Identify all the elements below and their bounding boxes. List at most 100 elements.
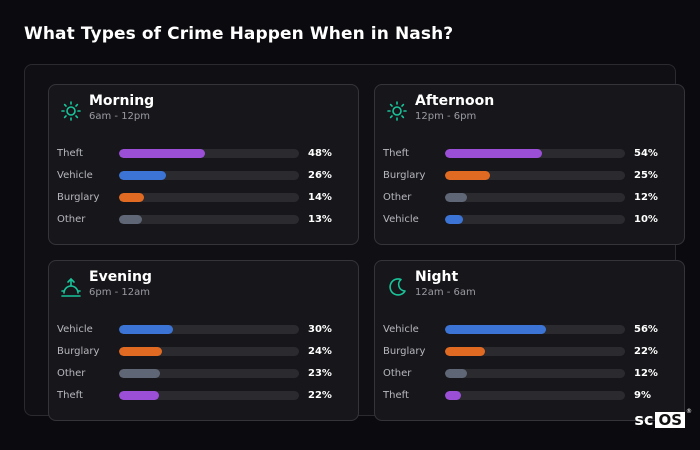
bar-track — [119, 171, 299, 180]
bar-track — [119, 149, 299, 158]
bar-fill — [445, 391, 462, 400]
bar-track — [445, 215, 625, 224]
bar-fill — [119, 369, 161, 378]
crime-percent: 10% — [634, 214, 658, 225]
crime-type-label: Burglary — [57, 192, 100, 203]
card-header: Night 12am - 6am — [375, 261, 684, 321]
crime-percent: 22% — [634, 346, 658, 357]
bar-fill — [445, 149, 543, 158]
bar-fill — [119, 149, 206, 158]
bar-fill — [445, 171, 490, 180]
bar-fill — [119, 325, 173, 334]
crime-type-label: Other — [383, 368, 412, 379]
card-time-range: 6pm - 12am — [89, 287, 151, 298]
crime-type-label: Vehicle — [383, 324, 419, 335]
card-time-range: 6am - 12pm — [89, 111, 151, 122]
crime-row: Burglary 24% — [49, 345, 358, 367]
crime-row: Vehicle 56% — [375, 323, 684, 345]
bar-fill — [119, 171, 166, 180]
bar-track — [445, 193, 625, 202]
bar-fill — [445, 215, 463, 224]
bar-fill — [119, 391, 159, 400]
card-title: Afternoon — [415, 93, 495, 109]
crime-row: Vehicle 26% — [49, 169, 358, 191]
crime-type-label: Vehicle — [57, 324, 93, 335]
crime-percent: 9% — [634, 390, 651, 401]
crime-percent: 13% — [308, 214, 332, 225]
crime-type-label: Theft — [383, 390, 409, 401]
crime-row: Burglary 14% — [49, 191, 358, 213]
crime-percent: 48% — [308, 148, 332, 159]
card-header: Afternoon 12pm - 6pm — [375, 85, 684, 145]
bar-track — [119, 325, 299, 334]
bar-track — [119, 391, 299, 400]
logo-mark-os: OS — [655, 412, 685, 428]
crime-type-label: Theft — [57, 390, 83, 401]
bar-track — [445, 347, 625, 356]
crime-bar-list: Vehicle 30% Burglary 24% Other 23% Theft 22% — [49, 323, 358, 411]
crime-type-label: Other — [383, 192, 412, 203]
sun-icon — [61, 101, 81, 121]
crime-percent: 12% — [634, 368, 658, 379]
crime-type-label: Burglary — [383, 170, 426, 181]
bar-track — [445, 171, 625, 180]
bar-fill — [445, 193, 467, 202]
page-title: What Types of Crime Happen When in Nash? — [24, 24, 454, 44]
card-time-range: 12am - 6am — [415, 287, 476, 298]
sunset-icon — [61, 277, 81, 297]
card-title: Night — [415, 269, 459, 285]
card-evening: Evening 6pm - 12am Vehicle 30% Burglary 24… — [48, 260, 359, 421]
card-title: Evening — [89, 269, 152, 285]
crime-row: Burglary 22% — [375, 345, 684, 367]
bar-track — [445, 325, 625, 334]
crime-row: Vehicle 10% — [375, 213, 684, 235]
crime-row: Theft 48% — [49, 147, 358, 169]
crime-type-label: Theft — [57, 148, 83, 159]
card-morning: Morning 6am - 12pm Theft 48% Vehicle 26% B… — [48, 84, 359, 245]
bar-track — [119, 215, 299, 224]
bar-fill — [445, 369, 467, 378]
crime-percent: 25% — [634, 170, 658, 181]
bar-track — [119, 369, 299, 378]
crime-row: Other 12% — [375, 367, 684, 389]
crime-bar-list: Theft 54% Burglary 25% Other 12% Vehicle 10% — [375, 147, 684, 235]
crime-row: Vehicle 30% — [49, 323, 358, 345]
card-title: Morning — [89, 93, 155, 109]
crime-type-label: Theft — [383, 148, 409, 159]
crime-type-label: Other — [57, 214, 86, 225]
sun-icon — [387, 101, 407, 121]
crime-percent: 24% — [308, 346, 332, 357]
crime-percent: 54% — [634, 148, 658, 159]
crime-row: Other 12% — [375, 191, 684, 213]
crime-row: Other 23% — [49, 367, 358, 389]
crime-type-label: Burglary — [383, 346, 426, 357]
crime-percent: 26% — [308, 170, 332, 181]
bar-track — [445, 369, 625, 378]
crime-bar-list: Theft 48% Vehicle 26% Burglary 14% Other 13% — [49, 147, 358, 235]
crime-percent: 22% — [308, 390, 332, 401]
moon-icon — [389, 278, 406, 296]
crime-percent: 23% — [308, 368, 332, 379]
crime-row: Theft 9% — [375, 389, 684, 411]
crime-percent: 14% — [308, 192, 332, 203]
card-time-range: 12pm - 6pm — [415, 111, 477, 122]
bar-fill — [445, 347, 485, 356]
crime-percent: 30% — [308, 324, 332, 335]
bar-fill — [119, 215, 143, 224]
crime-row: Theft 22% — [49, 389, 358, 411]
card-header: Morning 6am - 12pm — [49, 85, 358, 145]
logo-mark-sc: sc — [634, 410, 654, 429]
crime-type-label: Vehicle — [383, 214, 419, 225]
crime-percent: 12% — [634, 192, 658, 203]
crime-type-label: Vehicle — [57, 170, 93, 181]
crime-bar-list: Vehicle 56% Burglary 22% Other 12% Theft 9% — [375, 323, 684, 411]
bar-track — [445, 149, 625, 158]
card-header: Evening 6pm - 12am — [49, 261, 358, 321]
bar-track — [119, 347, 299, 356]
registered-mark: ® — [686, 408, 692, 415]
brand-logo: sc OS ® — [634, 408, 692, 428]
bar-track — [445, 391, 625, 400]
bar-fill — [119, 347, 163, 356]
crime-row: Burglary 25% — [375, 169, 684, 191]
card-afternoon: Afternoon 12pm - 6pm Theft 54% Burglary 25… — [374, 84, 685, 245]
